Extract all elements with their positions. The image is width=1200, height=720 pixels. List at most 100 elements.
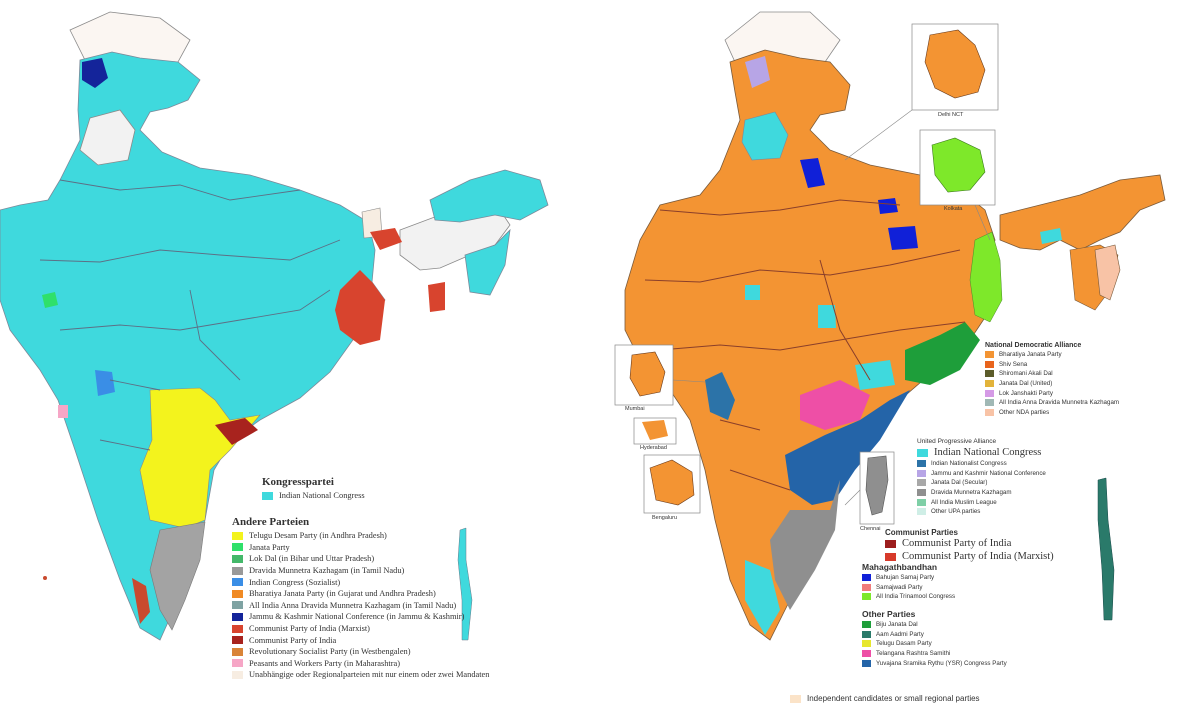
right-legend-label: Communist Party of India [902,538,1012,549]
right-legend-entry: Other UPA parties [917,507,1046,517]
right-legend-swatch [862,593,871,601]
right-legend-entry: All India Trinamool Congress [862,592,955,602]
left-region-ne-south [464,228,511,296]
left-legend-entry: Indian Congress (Sozialist) [232,576,489,588]
left-region-pwp [58,405,68,418]
right-region-andhra-ysr [785,390,910,505]
left-legend-swatch [232,647,243,656]
right-legend-entry: Aam Aadmi Party [862,630,1007,640]
right-legend-entry: Shiv Sena [985,360,1119,370]
right-legend-label: Jammu and Kashmir National Conference [931,469,1046,477]
left-legend-label: Janata Party [249,542,290,552]
right-legend-swatch [985,370,994,378]
right-legend-label: Other NDA parties [999,408,1050,416]
left-legend-swatch [232,636,243,645]
right-region-up-bsp-1 [800,158,825,188]
inset-kolkata-connector [974,204,991,241]
inset-kolkata-map [931,137,986,193]
right-region-odisha-bjd [905,322,980,385]
right-legend-label: Samajwadi Party [876,583,923,591]
right-region-punjab [741,111,789,161]
right-legend-swatch [862,650,871,658]
left-legend-entry: Bharatiya Janata Party (in Gujarat und A… [232,588,489,600]
right-legend-swatch [862,630,871,638]
left-legend-entry: Janata Party [232,542,489,554]
right-legend-swatch [862,574,871,582]
right-legend-other: Other Parties Biju Janata Dal Aam Aadmi P… [862,607,1007,668]
right-legend-swatch [917,498,926,506]
left-legend-swatch [262,491,273,500]
right-legend-mgb-heading: Mahagathbandhan [862,562,938,572]
right-legend-swatch [985,408,994,416]
left-legend-entry: Unabhängige oder Regionalparteien mit nu… [232,669,489,681]
left-legend-swatch [232,601,243,610]
left-legend-swatch [232,589,243,598]
inset-chennai-map [865,455,889,516]
left-legend-label: Bharatiya Janata Party (in Gujarat und A… [249,589,436,599]
right-region-maharashtra-ncp [705,372,735,420]
right-legend-entry: Shiromani Akali Dal [985,369,1119,379]
left-legend-label: Indian National Congress [279,491,365,501]
left-map-india-1984 [0,11,549,641]
right-legend-entry: Janata Dal (United) [985,379,1119,389]
left-state-borders [39,179,341,451]
right-region-tamilnadu-dmk [770,480,840,610]
right-region-telangana-trs [800,380,870,430]
right-legend-entry: Telangana Rashtra Samithi [862,649,1007,659]
right-region-andaman [1097,477,1115,621]
right-legend-entry: Jammu and Kashmir National Conference [917,469,1046,479]
left-legend-label: Revolutionary Socialist Party (in Westbe… [249,647,411,657]
left-legend-entry: Jammu & Kashmir National Conference (in … [232,611,489,623]
left-legend-entry: Peasants and Workers Party (in Maharasht… [232,658,489,670]
left-region-bengal-north [370,228,402,250]
inset-kolkata-label: Kolkata [944,206,963,212]
left-legend-swatch [232,659,243,668]
right-legend-independent-label: Independent candidates or small regional… [807,694,980,703]
right-legend-swatch [917,489,926,497]
right-legend-swatch [985,351,994,359]
left-region-gujarat-green [42,292,58,308]
left-region-bengal-cpm [335,270,385,345]
right-region-bengal-tmc [969,231,1003,323]
right-legend-independent: Independent candidates or small regional… [790,694,980,703]
inset-delhi-connector [844,109,913,161]
right-region-assam-cyan [1040,228,1062,244]
right-legend-nda: National Democratic Alliance Bharatiya J… [985,340,1119,417]
right-legend-label: Biju Janata Dal [876,621,918,629]
left-region-andhra-coast-cpi [215,418,258,445]
right-legend-entry: Telugu Dasam Party [862,639,1007,649]
right-legend-upa-main-entry: Indian National Congress [917,446,1046,459]
right-legend-entry: All India Anna Dravida Munnetra Kazhagam [985,398,1119,408]
right-region-cyan-2 [855,360,895,390]
left-legend-label: Dravida Munnetra Kazhagam (in Tamil Nadu… [249,566,405,576]
right-legend-upa: United Progressive Alliance Indian Natio… [917,436,1046,517]
right-legend-label: Lok Janshakti Party [999,389,1053,397]
left-legend-label: Unabhängige oder Regionalparteien mit nu… [249,670,490,680]
right-legend-label: Shiromani Akali Dal [999,370,1053,378]
left-legend-swatch [232,566,243,575]
left-legend-entry: Lok Dal (in Bihar und Uttar Pradesh) [232,553,489,565]
right-legend-swatch [917,448,928,457]
right-legend-label: All India Muslim League [931,498,997,506]
left-region-lakshadweep [43,576,47,580]
left-legend-others-heading: Andere Parteien [232,516,310,528]
right-legend-other-heading: Other Parties [862,609,916,619]
right-legend-swatch [885,539,896,548]
left-region-punjab [79,109,136,166]
right-legend-swatch [985,389,994,397]
right-legend-swatch [862,621,871,629]
right-legend-swatch [790,694,801,703]
left-legend-entry: Indian National Congress [262,490,365,502]
right-legend-swatch [985,399,994,407]
left-region-tripura [428,282,445,312]
right-legend-label: All India Trinamool Congress [876,593,956,601]
left-region-arunachal [429,169,549,223]
left-legend-label: Lok Dal (in Bihar und Uttar Pradesh) [249,554,375,564]
right-legend-entry: Janata Dal (Secular) [917,478,1046,488]
right-legend-label: All India Anna Dravida Munnetra Kazhagam [999,399,1120,407]
right-legend-swatch [862,640,871,648]
left-legend-entry: Communist Party of India [232,634,489,646]
left-region-jk-conference [82,58,108,88]
right-legend-label: Bahujan Samaj Party [876,574,935,582]
